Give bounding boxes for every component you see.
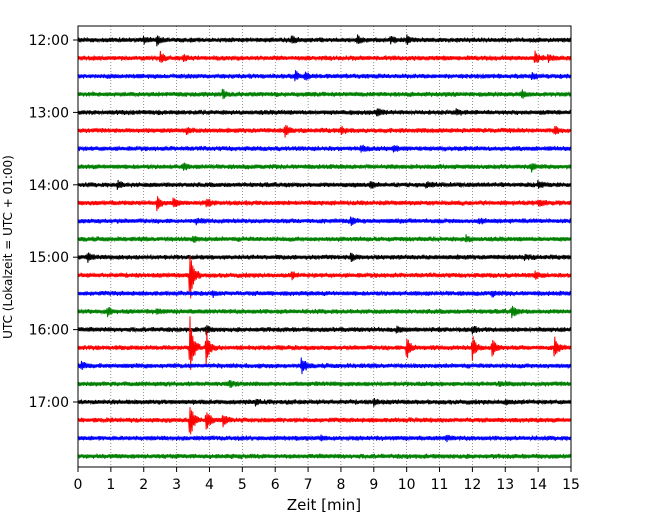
trace-1715 bbox=[77, 407, 572, 435]
trace-1215 bbox=[77, 50, 572, 63]
trace-1200 bbox=[77, 34, 572, 47]
trace-1600 bbox=[77, 325, 572, 336]
y-tick-label: 15:00 bbox=[29, 250, 69, 266]
trace-1530 bbox=[77, 290, 572, 298]
traces bbox=[77, 34, 572, 460]
trace-1400 bbox=[77, 179, 572, 190]
x-tick-label: 8 bbox=[336, 477, 345, 493]
trace-1300 bbox=[77, 108, 572, 117]
x-axis-label: Zeit [min] bbox=[287, 496, 361, 514]
trace-1545 bbox=[77, 305, 572, 319]
y-tick-label: 12:00 bbox=[29, 33, 69, 49]
y-axis-label: UTC (Lokalzeit = UTC + 01:00) bbox=[1, 155, 15, 339]
trace-1500 bbox=[77, 252, 572, 263]
y-tick-label: 17:00 bbox=[29, 395, 69, 411]
trace-1230 bbox=[77, 70, 572, 82]
trace-1345 bbox=[77, 162, 572, 173]
trace-1315 bbox=[77, 124, 572, 138]
x-tick-label: 12 bbox=[463, 477, 481, 493]
x-axis: 0 1 2 3 4 5 6 7 8 9 10 11 12 13 14 15 bbox=[74, 467, 580, 493]
x-tick-label: 0 bbox=[74, 477, 83, 493]
trace-1730 bbox=[77, 434, 572, 443]
trace-1515 bbox=[77, 255, 572, 299]
x-tick-label: 1 bbox=[106, 477, 115, 493]
x-tick-label: 10 bbox=[398, 477, 416, 493]
x-tick-label: 7 bbox=[304, 477, 313, 493]
x-tick-label: 4 bbox=[205, 477, 214, 493]
trace-1700 bbox=[77, 398, 572, 407]
x-tick-label: 2 bbox=[139, 477, 148, 493]
plot-frame bbox=[77, 25, 572, 468]
trace-1245 bbox=[77, 88, 572, 100]
y-axis: 12:00 13:00 14:00 15:00 16:00 17:00 bbox=[29, 33, 78, 411]
x-tick-label: 3 bbox=[172, 477, 181, 493]
x-tick-label: 15 bbox=[562, 477, 580, 493]
x-tick-label: 5 bbox=[238, 477, 247, 493]
trace-1645 bbox=[77, 380, 572, 389]
y-tick-label: 16:00 bbox=[29, 323, 69, 339]
x-tick-label: 11 bbox=[431, 477, 449, 493]
y-tick-label: 13:00 bbox=[29, 105, 69, 121]
trace-1330 bbox=[77, 144, 572, 153]
trace-1615 bbox=[77, 316, 572, 370]
y-tick-label: 14:00 bbox=[29, 178, 69, 194]
x-tick-label: 6 bbox=[271, 477, 280, 493]
trace-1415 bbox=[77, 196, 572, 212]
trace-1745 bbox=[77, 452, 572, 460]
x-tick-label: 13 bbox=[496, 477, 514, 493]
trace-1630 bbox=[77, 357, 572, 375]
trace-1445 bbox=[77, 234, 572, 244]
x-tick-label: 9 bbox=[369, 477, 378, 493]
x-tick-label: 14 bbox=[529, 477, 547, 493]
trace-1430 bbox=[77, 216, 572, 227]
